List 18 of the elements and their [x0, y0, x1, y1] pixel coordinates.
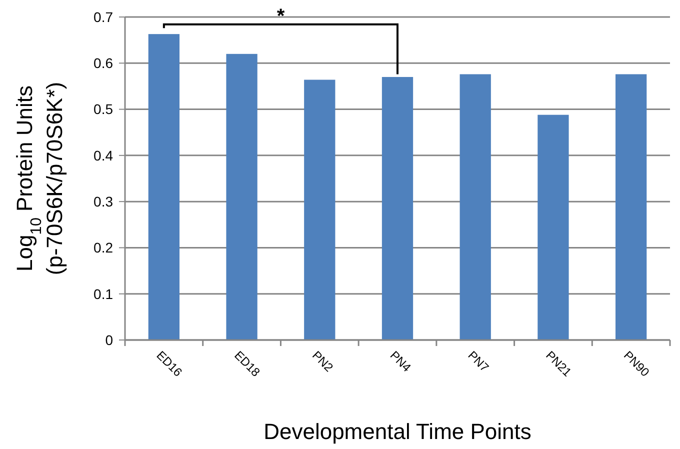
bar — [148, 34, 180, 340]
bar — [616, 74, 647, 340]
y-tick-label: 0.1 — [94, 286, 114, 302]
bar — [304, 80, 336, 340]
annotation: * — [276, 5, 285, 28]
y-tick-label: 0.7 — [94, 8, 114, 25]
y-tick-label: 0 — [105, 332, 114, 348]
bar — [382, 76, 414, 340]
bar — [226, 54, 258, 340]
bar — [460, 74, 491, 340]
y-tick-label: 0.4 — [94, 147, 114, 164]
x-tick-label: PN7 — [465, 348, 492, 375]
y-tick-label: 0.6 — [94, 55, 114, 72]
y-tick-label: 0.3 — [94, 193, 114, 210]
y-tick-label: 0.5 — [94, 101, 114, 118]
bar — [538, 114, 569, 340]
x-axis-title: Developmental Time Points — [264, 419, 532, 444]
y-tick-label: 0.2 — [94, 240, 114, 256]
